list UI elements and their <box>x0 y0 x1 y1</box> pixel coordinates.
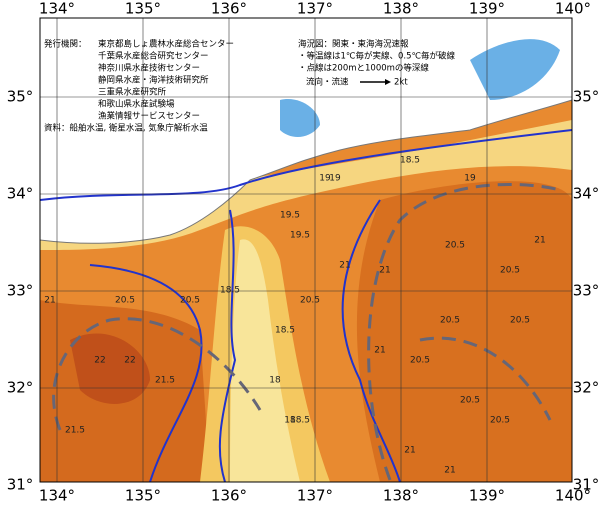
contour-label: 21 <box>379 266 390 276</box>
lat-label: 33° <box>7 282 34 300</box>
current-axis <box>367 182 561 481</box>
lon-label: 138° <box>383 0 419 18</box>
contour-label: 22 <box>124 356 135 366</box>
contour-label: 19.5 <box>290 231 310 241</box>
isotherm <box>218 209 237 482</box>
legend-title: 海況図：関東・東海海況速報 <box>298 39 409 50</box>
current-axis <box>52 317 262 431</box>
arrow-label: 流向・流速 <box>306 77 349 88</box>
lat-label: 35° <box>7 88 34 106</box>
agency: 東京都島しょ農林水産総合センター <box>98 39 234 50</box>
agency: 漁業情報サービスセンター <box>98 111 200 122</box>
agency: 和歌山県水産試験場 <box>98 99 175 110</box>
arrow-value: 2kt <box>394 78 408 88</box>
isotherm <box>40 129 572 201</box>
lon-label: 135° <box>125 0 161 18</box>
contour-label: 21 <box>374 346 385 356</box>
contour-label: 20.5 <box>410 356 430 366</box>
contour-label: 22 <box>94 356 105 366</box>
grid <box>40 18 572 482</box>
info-block: 発行機関： 東京都島しょ農林水産総合センター 千葉県水産総合研究センター 神奈川… <box>44 39 234 134</box>
contour-label: 19 <box>319 174 331 184</box>
agency: 神奈川県水産技術センター <box>98 63 200 74</box>
frame <box>39 17 573 483</box>
axes: 134° 134° 135° 135° 136° 136° 137° 137° 138° 138°… <box>7 0 600 505</box>
contour-label: 20.5 <box>445 241 465 251</box>
agency: 千葉県水産総合研究センター <box>98 51 209 62</box>
lat-label: 32° <box>573 379 600 397</box>
contour-label: 18.5 <box>290 416 310 426</box>
isotherm <box>89 264 203 482</box>
contour-label: 20.5 <box>180 296 200 306</box>
lon-label: 140° <box>555 487 591 505</box>
lon-label: 139° <box>469 0 505 18</box>
contour-label: 21.5 <box>155 376 175 386</box>
lon-label: 136° <box>211 0 247 18</box>
lat-label: 34° <box>7 185 34 203</box>
contour-label: 19 <box>329 174 341 184</box>
lon-label: 139° <box>469 487 505 505</box>
contour-label: 19 <box>464 174 476 184</box>
isotherm <box>341 199 401 482</box>
lon-label: 138° <box>383 487 419 505</box>
contour-label: 21 <box>404 446 415 456</box>
bay <box>280 99 320 137</box>
arrow-head <box>385 79 391 85</box>
contour-label: 20.5 <box>510 316 530 326</box>
lon-label: 134° <box>39 487 75 505</box>
lat-label: 31° <box>573 476 600 494</box>
contour-label: 21 <box>534 236 545 246</box>
lon-label: 136° <box>211 487 247 505</box>
source: 資料：船舶水温, 衛星水温, 気象庁解析水温 <box>44 123 208 134</box>
contour-label: 20.5 <box>490 416 510 426</box>
agency: 静岡県水産・海洋技術研究所 <box>98 75 209 86</box>
lat-label: 35° <box>573 88 600 106</box>
bay <box>470 39 560 100</box>
contour-label: 21 <box>339 261 350 271</box>
contour-label: 20.5 <box>440 316 460 326</box>
lon-label: 134° <box>39 0 75 18</box>
sea-hottest <box>70 333 150 404</box>
contour-label: 21 <box>444 466 455 476</box>
lat-label: 31° <box>7 476 34 494</box>
sea-hot-east <box>356 181 572 482</box>
lon-label: 135° <box>125 487 161 505</box>
contour-label: 19.5 <box>280 211 300 221</box>
contour-label: 20.5 <box>115 296 135 306</box>
contour-label: 18.5 <box>275 326 295 336</box>
contour-label: 21.5 <box>65 426 85 436</box>
legend: 海況図：関東・東海海況速報 ・等温線は1℃毎が実線、0.5℃毎が破線 ・点線は2… <box>298 39 456 88</box>
info-label: 発行機関： <box>44 39 87 50</box>
contour-label: 21 <box>44 296 55 306</box>
contour-label: 18 <box>269 376 281 386</box>
agency: 三重県水産研究所 <box>98 87 167 98</box>
contour-label: 18.5 <box>220 286 240 296</box>
contour-label: 18.5 <box>400 156 420 166</box>
lat-label: 34° <box>573 185 600 203</box>
lon-label: 137° <box>297 487 333 505</box>
lon-label: 140° <box>555 0 591 18</box>
contour-label: 20.5 <box>500 266 520 276</box>
lat-label: 32° <box>7 379 34 397</box>
lon-label: 137° <box>297 0 333 18</box>
sea-coolest-band <box>230 239 300 482</box>
contour-label: 18 <box>284 416 296 426</box>
legend-note: ・点線は200mと1000mの等深線 <box>298 63 429 74</box>
contour-label: 20.5 <box>460 396 480 406</box>
contour-label: 20.5 <box>300 296 320 306</box>
lat-label: 33° <box>573 282 600 300</box>
current-axis <box>419 336 552 421</box>
legend-note: ・等温線は1℃毎が実線、0.5℃毎が破線 <box>298 51 456 62</box>
